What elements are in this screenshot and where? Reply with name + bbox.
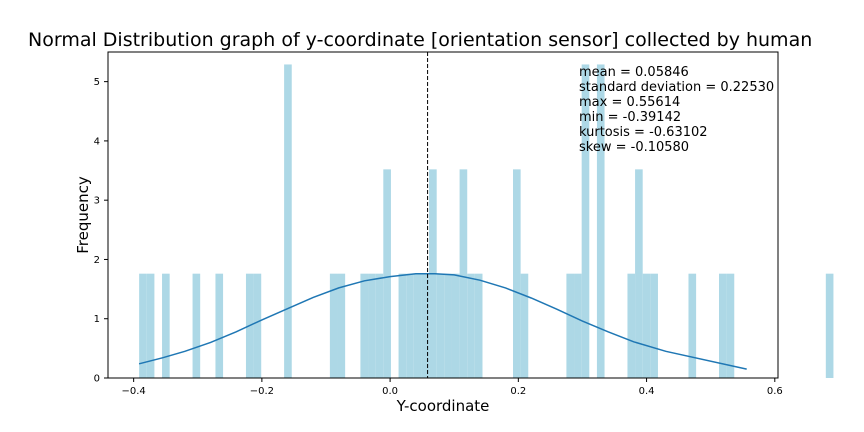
x-tick-label: 0.4 [639,386,655,397]
histogram-bar [642,273,651,378]
histogram-bar [459,169,468,378]
y-tick-label: 2 [94,255,100,266]
stat-line: kurtosis = -0.63102 [579,125,708,140]
histogram-bar [596,64,605,379]
stat-line: standard deviation = 0.22530 [579,80,774,95]
y-tick-label: 3 [94,196,100,207]
chart-title: Normal Distribution graph of y-coordinat… [28,29,812,51]
x-tick-label: 0.6 [767,386,783,397]
stat-line: skew = -0.10580 [579,140,689,155]
histogram-bars [139,64,834,379]
histogram-bar [566,273,575,378]
histogram-bar [360,273,369,378]
histogram-bar [337,273,346,378]
histogram-bar [329,273,338,378]
histogram-bar [513,169,521,378]
y-tick-label: 5 [94,77,100,88]
histogram-bar [146,273,155,378]
x-axis-ticks: −0.4 −0.2 0.0 0.2 0.4 0.6 [121,378,783,397]
y-tick-label: 0 [94,374,100,385]
histogram-bar [413,273,422,378]
histogram-bar [139,273,147,378]
histogram-bar [284,64,292,379]
histogram-bar [581,64,590,379]
plot-area-frame [107,51,779,379]
histogram-bar [215,273,224,378]
histogram-bar [421,273,430,378]
x-tick-label: −0.2 [250,386,274,397]
histogram-bar [383,169,391,378]
histogram-bar [398,273,407,378]
stat-line: min = -0.39142 [579,110,681,125]
histogram-bar [368,273,376,378]
histogram-bar [726,273,735,378]
histogram-bar [444,273,452,378]
histogram-bar [474,273,483,378]
y-tick-label: 4 [94,136,100,147]
histogram-bar [451,273,460,378]
stat-line: max = 0.55614 [579,95,680,110]
x-tick-label: 0.0 [382,386,398,397]
histogram-bar [467,273,475,378]
histogram-bar [825,273,834,378]
x-tick-label: 0.2 [510,386,526,397]
histogram-bar [574,273,582,378]
histogram-bar [520,273,529,378]
histogram-bar [688,273,697,378]
y-axis-label: Frequency [74,176,92,254]
histogram-bar [406,273,414,378]
histogram-bar [192,273,201,378]
density-curve-layer [138,272,747,370]
histogram-bar [253,273,262,378]
y-axis-ticks: 0 1 2 3 4 5 [94,77,108,385]
histogram-bar [375,273,384,378]
x-axis-label: Y-coordinate [396,397,490,415]
histogram-bar [650,273,658,378]
x-tick-label: −0.4 [121,386,145,397]
histogram-bar [627,273,636,378]
y-tick-label: 1 [94,314,100,325]
histogram-bar [719,273,727,378]
histogram-bar [162,273,170,378]
density-curve [138,272,747,370]
stat-line: mean = 0.05846 [579,65,689,80]
histogram-bar [635,169,643,378]
histogram-bar [436,273,445,378]
